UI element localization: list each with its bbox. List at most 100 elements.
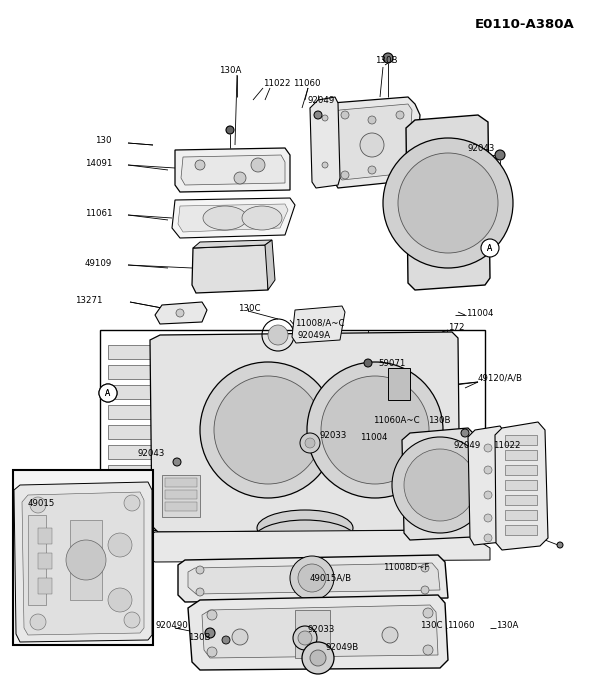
Text: 130A: 130A bbox=[219, 65, 241, 74]
Circle shape bbox=[251, 158, 265, 172]
Circle shape bbox=[195, 160, 205, 170]
Bar bbox=[70, 520, 102, 600]
Text: 130C: 130C bbox=[238, 303, 261, 312]
Circle shape bbox=[99, 384, 117, 402]
Circle shape bbox=[322, 162, 328, 168]
Circle shape bbox=[173, 458, 181, 466]
Circle shape bbox=[300, 433, 320, 453]
Text: 11022: 11022 bbox=[263, 78, 290, 87]
Bar bbox=[38, 578, 52, 594]
Circle shape bbox=[226, 126, 234, 134]
Bar bbox=[38, 553, 52, 569]
Circle shape bbox=[314, 111, 322, 119]
Bar bbox=[505, 495, 537, 505]
Bar bbox=[108, 445, 156, 459]
Circle shape bbox=[482, 240, 498, 256]
Ellipse shape bbox=[242, 206, 282, 230]
Text: 130: 130 bbox=[95, 135, 112, 144]
Bar bbox=[505, 510, 537, 520]
Bar bbox=[505, 435, 537, 445]
Circle shape bbox=[484, 444, 492, 452]
Polygon shape bbox=[188, 595, 448, 670]
Circle shape bbox=[368, 116, 376, 124]
Polygon shape bbox=[172, 198, 295, 238]
Polygon shape bbox=[128, 530, 490, 562]
Text: A: A bbox=[487, 244, 493, 253]
Text: 59071: 59071 bbox=[378, 359, 405, 368]
Circle shape bbox=[364, 359, 372, 367]
Text: 92033: 92033 bbox=[308, 625, 335, 634]
Circle shape bbox=[421, 564, 429, 572]
Circle shape bbox=[310, 650, 326, 666]
Bar bbox=[165, 502, 197, 511]
Text: 13271: 13271 bbox=[75, 296, 103, 305]
Circle shape bbox=[398, 153, 498, 253]
Bar bbox=[505, 525, 537, 535]
Circle shape bbox=[557, 542, 563, 548]
Text: 130B: 130B bbox=[188, 634, 211, 643]
Polygon shape bbox=[178, 204, 288, 232]
Polygon shape bbox=[265, 240, 275, 290]
Polygon shape bbox=[402, 428, 478, 540]
Circle shape bbox=[232, 629, 248, 645]
Text: 11061: 11061 bbox=[85, 208, 113, 217]
Polygon shape bbox=[495, 422, 548, 550]
Polygon shape bbox=[150, 332, 460, 532]
Circle shape bbox=[124, 495, 140, 511]
Text: 130C: 130C bbox=[420, 620, 442, 629]
Circle shape bbox=[207, 610, 217, 620]
Polygon shape bbox=[334, 104, 412, 180]
Circle shape bbox=[108, 588, 132, 612]
Polygon shape bbox=[468, 426, 508, 545]
Text: A: A bbox=[106, 389, 111, 398]
Text: 49015: 49015 bbox=[28, 498, 55, 507]
Text: 11022: 11022 bbox=[493, 441, 520, 450]
Polygon shape bbox=[328, 97, 420, 188]
Bar bbox=[13, 470, 153, 645]
Circle shape bbox=[392, 437, 488, 533]
Polygon shape bbox=[310, 97, 340, 188]
Bar bbox=[295, 610, 330, 658]
Circle shape bbox=[205, 628, 215, 638]
Text: E0110-A380A: E0110-A380A bbox=[476, 18, 575, 31]
Bar bbox=[505, 480, 537, 490]
Circle shape bbox=[421, 586, 429, 594]
Circle shape bbox=[99, 384, 117, 402]
Bar bbox=[165, 490, 197, 499]
Circle shape bbox=[108, 533, 132, 557]
Polygon shape bbox=[192, 245, 268, 293]
Text: 49109: 49109 bbox=[85, 258, 112, 267]
Circle shape bbox=[214, 376, 322, 484]
Bar bbox=[165, 478, 197, 487]
Circle shape bbox=[196, 566, 204, 574]
Circle shape bbox=[222, 636, 230, 644]
Text: 92049A: 92049A bbox=[298, 330, 331, 339]
Text: 92043: 92043 bbox=[468, 144, 496, 153]
Polygon shape bbox=[175, 148, 290, 192]
Text: 11004: 11004 bbox=[360, 432, 388, 441]
Bar bbox=[505, 465, 537, 475]
Circle shape bbox=[382, 627, 398, 643]
Circle shape bbox=[298, 631, 312, 645]
Circle shape bbox=[368, 166, 376, 174]
Circle shape bbox=[30, 614, 46, 630]
Circle shape bbox=[423, 608, 433, 618]
Polygon shape bbox=[155, 302, 207, 324]
Circle shape bbox=[234, 172, 246, 184]
Circle shape bbox=[200, 362, 336, 498]
Polygon shape bbox=[22, 492, 144, 635]
Ellipse shape bbox=[203, 206, 247, 230]
Circle shape bbox=[461, 429, 469, 437]
Bar bbox=[100, 330, 485, 530]
Circle shape bbox=[484, 514, 492, 522]
Circle shape bbox=[305, 438, 315, 448]
Text: 49120/A/B: 49120/A/B bbox=[478, 373, 523, 382]
Circle shape bbox=[268, 325, 288, 345]
Text: 11008D~F: 11008D~F bbox=[383, 564, 430, 573]
Circle shape bbox=[383, 138, 513, 268]
Circle shape bbox=[176, 309, 184, 317]
Text: 11004: 11004 bbox=[466, 309, 493, 317]
Polygon shape bbox=[193, 240, 272, 248]
Circle shape bbox=[124, 612, 140, 628]
Circle shape bbox=[383, 53, 393, 63]
